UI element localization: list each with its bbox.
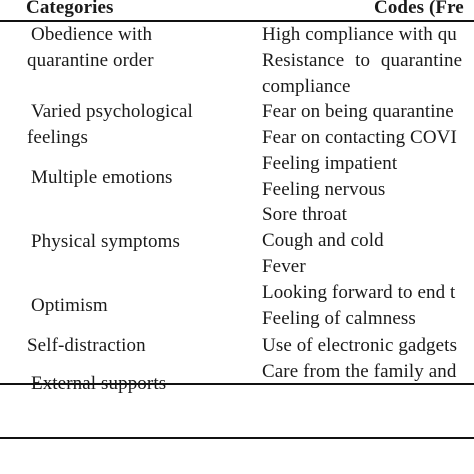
- header-rule: [0, 20, 474, 22]
- category-varied-line2: feelings: [27, 127, 88, 148]
- code-electronic-gadgets: Use of electronic gadgets: [262, 335, 458, 356]
- code-fever: Fever: [262, 256, 306, 277]
- category-obedience-line1: Obedience with: [31, 24, 153, 45]
- category-multiple-emotions: Multiple emotions: [31, 167, 173, 188]
- header-codes: Codes (Fre: [374, 0, 464, 18]
- code-feeling-nervous: Feeling nervous: [262, 179, 386, 200]
- category-optimism: Optimism: [31, 295, 108, 316]
- category-self-distraction: Self-distraction: [27, 335, 146, 356]
- table-bottom-rule: [0, 383, 474, 385]
- code-sore-throat: Sore throat: [262, 204, 347, 225]
- code-resistance: Resistance to quarantine: [262, 50, 463, 71]
- code-care-family: Care from the family and: [262, 361, 457, 382]
- code-fear-quarantined: Fear on being quarantine: [262, 101, 454, 122]
- code-compliance: compliance: [262, 76, 351, 97]
- code-high-compliance: High compliance with qu: [262, 24, 457, 45]
- category-obedience-line2: quarantine order: [27, 50, 154, 71]
- category-varied-line1: Varied psychological: [31, 101, 193, 122]
- header-categories: Categories: [26, 0, 114, 18]
- code-feeling-calmness: Feeling of calmness: [262, 308, 416, 329]
- footer-rule: [0, 437, 474, 439]
- code-looking-forward: Looking forward to end t: [262, 282, 456, 303]
- code-fear-contacting: Fear on contacting COVI: [262, 127, 457, 148]
- code-feeling-impatient: Feeling impatient: [262, 153, 398, 174]
- code-cough-and-cold: Cough and cold: [262, 230, 384, 251]
- category-physical-symptoms: Physical symptoms: [31, 231, 180, 252]
